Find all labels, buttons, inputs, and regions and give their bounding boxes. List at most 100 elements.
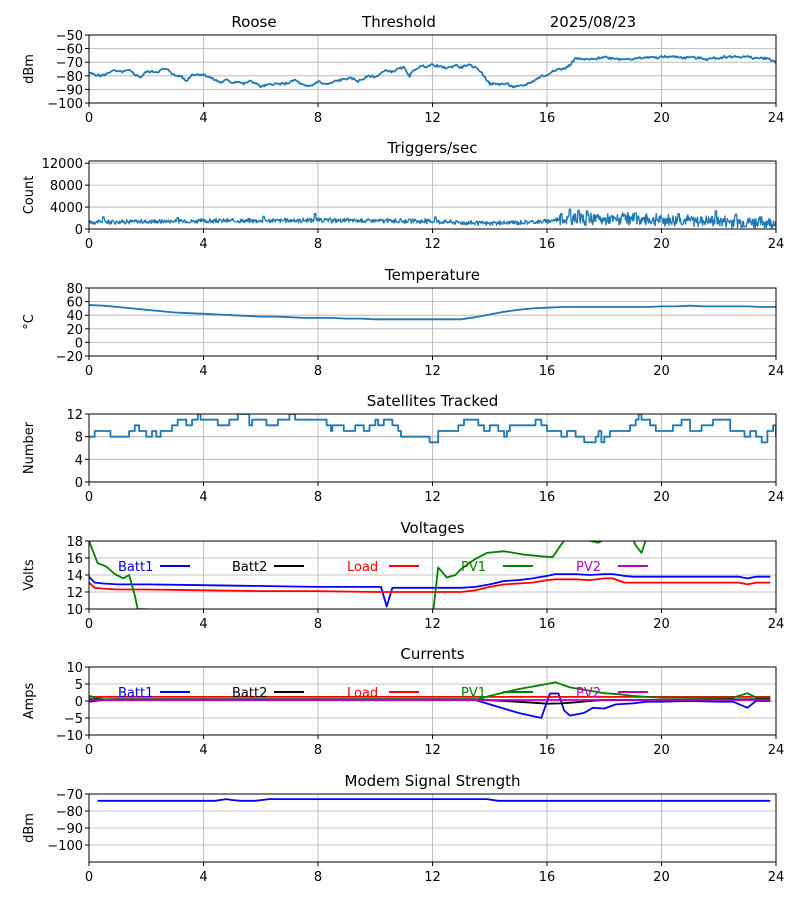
legend-label: Load: [347, 560, 378, 575]
y-tick-label: 40: [66, 309, 83, 324]
series-line-temperature: [89, 304, 776, 321]
legend-label: Load: [347, 686, 378, 701]
y-tick-label: 20: [66, 323, 83, 338]
x-tick-label: 8: [314, 237, 322, 252]
x-tick-label: 20: [653, 743, 670, 758]
voltages-chart: 0 4 8 12 16 20 24 10 12 14 16 18 Voltages Volts Batt1 B…: [22, 519, 784, 632]
x-tick-label: 20: [653, 617, 670, 632]
signal-chart: 0 4 8 12 16 20 24 −100−90−80−70−60−50 dBm: [22, 29, 784, 126]
y-tick-label: −90: [56, 83, 83, 98]
plot-area: [89, 681, 771, 719]
y-tick-label: 0: [75, 223, 83, 238]
modem-chart: 0 4 8 12 16 20 24 −100 −90 −80 −70 Modem Signal Str…: [22, 772, 784, 885]
y-axis-label: dBm: [22, 813, 37, 843]
x-tick-label: 4: [199, 490, 207, 505]
x-tick-label: 16: [539, 111, 556, 126]
x-tick-label: 4: [199, 111, 207, 126]
header-mode: Threshold: [361, 13, 436, 31]
x-tick-label: 8: [314, 617, 322, 632]
x-tick-label: 16: [539, 870, 556, 885]
x-tick-label: 24: [768, 870, 785, 885]
y-tick-label: 12: [66, 586, 83, 601]
plot-area: [89, 541, 771, 609]
x-tick-label: 12: [424, 237, 441, 252]
x-tick-label: 12: [424, 111, 441, 126]
y-tick-label: 16: [66, 552, 83, 567]
x-tick-label: 0: [85, 870, 93, 885]
x-tick-label: 0: [85, 490, 93, 505]
series-line-batt1: [89, 573, 771, 608]
legend-label: PV2: [576, 560, 601, 575]
triggers-chart: 0 4 8 12 16 20 24 0 4000 8000 12000 Triggers/sec Cou…: [22, 139, 784, 252]
header-station: Roose: [231, 13, 276, 31]
x-tick-label: 0: [85, 743, 93, 758]
y-tick-label: 0: [75, 695, 83, 710]
x-tick-label: 0: [85, 364, 93, 379]
x-tick-label: 0: [85, 111, 93, 126]
axes-frame: [88, 34, 777, 104]
currents-chart: 0 4 8 12 16 20 24 −10 −5 0 5 10 Currents Amps Batt1 Bat…: [22, 645, 784, 758]
x-tick-label: 4: [199, 617, 207, 632]
y-tick-label: 12: [66, 408, 83, 423]
y-tick-label: −50: [56, 29, 83, 44]
x-tick-label: 24: [768, 743, 785, 758]
y-tick-label: −10: [56, 729, 83, 744]
y-axis-label: °C: [22, 314, 37, 330]
axes-frame: [88, 666, 777, 736]
axes-frame: [88, 413, 777, 483]
axes-frame: [88, 287, 777, 357]
x-tick-label: 16: [539, 743, 556, 758]
header-date: 2025/08/23: [550, 13, 636, 31]
series-line-triggers: [89, 208, 776, 229]
x-tick-label: 24: [768, 237, 785, 252]
y-tick-label: −80: [56, 70, 83, 85]
x-tick-label: 8: [314, 111, 322, 126]
y-tick-label: 4000: [50, 201, 83, 216]
x-tick-label: 4: [199, 364, 207, 379]
plot-area: [89, 304, 776, 321]
x-tick-label: 8: [314, 490, 322, 505]
x-tick-label: 20: [653, 870, 670, 885]
chart-title: Currents: [400, 645, 464, 663]
series-line-signal: [89, 54, 776, 89]
x-tick-label: 8: [314, 364, 322, 379]
y-tick-label: 4: [75, 453, 83, 468]
x-tick-label: 12: [424, 870, 441, 885]
y-tick-label: −100: [47, 97, 83, 112]
x-tick-label: 24: [768, 364, 785, 379]
chart-title: Satellites Tracked: [367, 392, 498, 410]
chart-title: Voltages: [400, 519, 464, 537]
x-tick-label: 4: [199, 237, 207, 252]
y-tick-label: −80: [56, 805, 83, 820]
y-tick-label: 8: [75, 431, 83, 446]
x-tick-label: 24: [768, 490, 785, 505]
legend-label: Batt1: [118, 560, 153, 575]
x-tick-label: 16: [539, 490, 556, 505]
chart-title: Temperature: [384, 266, 480, 284]
y-tick-label: −90: [56, 822, 83, 837]
x-tick-label: 16: [539, 364, 556, 379]
y-axis-label: dBm: [22, 54, 37, 84]
y-tick-label: −70: [56, 788, 83, 803]
y-tick-label: −20: [56, 350, 83, 365]
chart-title: Triggers/sec: [387, 139, 478, 157]
y-tick-label: −70: [56, 56, 83, 71]
series-line-pv1: [89, 541, 647, 609]
series-line-modem: [97, 798, 771, 802]
series-line-satellites: [89, 414, 776, 444]
x-tick-label: 12: [424, 617, 441, 632]
plot-area: [89, 414, 776, 444]
x-tick-label: 8: [314, 870, 322, 885]
y-tick-label: 12000: [42, 157, 83, 172]
x-tick-label: 12: [424, 743, 441, 758]
x-tick-label: 0: [85, 237, 93, 252]
y-axis-label: Number: [22, 421, 37, 474]
axes-frame: [88, 540, 777, 610]
y-tick-label: −60: [56, 43, 83, 58]
legend-label: PV1: [461, 560, 486, 575]
y-tick-label: 10: [66, 603, 83, 618]
plot-area: [89, 54, 776, 89]
